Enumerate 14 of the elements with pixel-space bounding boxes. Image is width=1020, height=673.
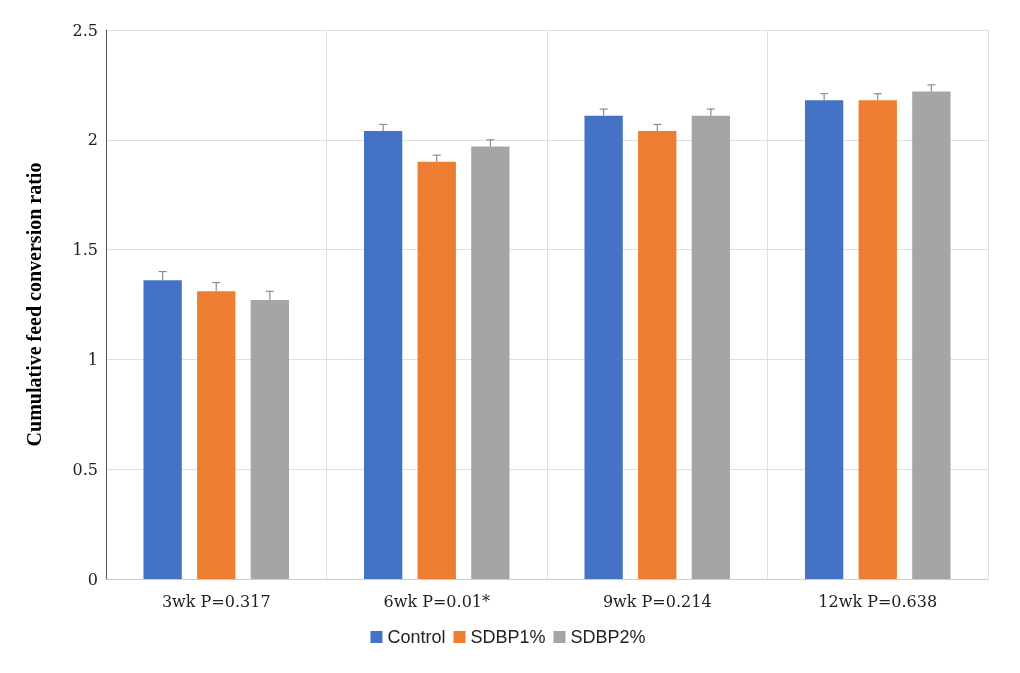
x-tick-label: 6wk P=0.01* [383, 591, 490, 611]
x-tick-label: 9wk P=0.214 [602, 591, 712, 611]
y-axis-title: Cumulative feed conversion ratio [23, 162, 45, 447]
y-tick-label: 2.5 [72, 20, 98, 40]
legend-label: SDBP2% [570, 627, 646, 647]
y-tick-label: 0 [87, 569, 98, 589]
legend-label: SDBP1% [470, 627, 546, 647]
y-tick-label: 1.5 [72, 240, 98, 260]
y-tick-label: 2 [87, 130, 98, 150]
x-tick-label: 12wk P=0.638 [818, 591, 938, 611]
y-tick-label: 1 [87, 349, 98, 369]
legend-label: Control [387, 627, 446, 647]
x-tick-label: 3wk P=0.317 [161, 591, 271, 611]
y-tick-label: 0.5 [72, 459, 98, 479]
